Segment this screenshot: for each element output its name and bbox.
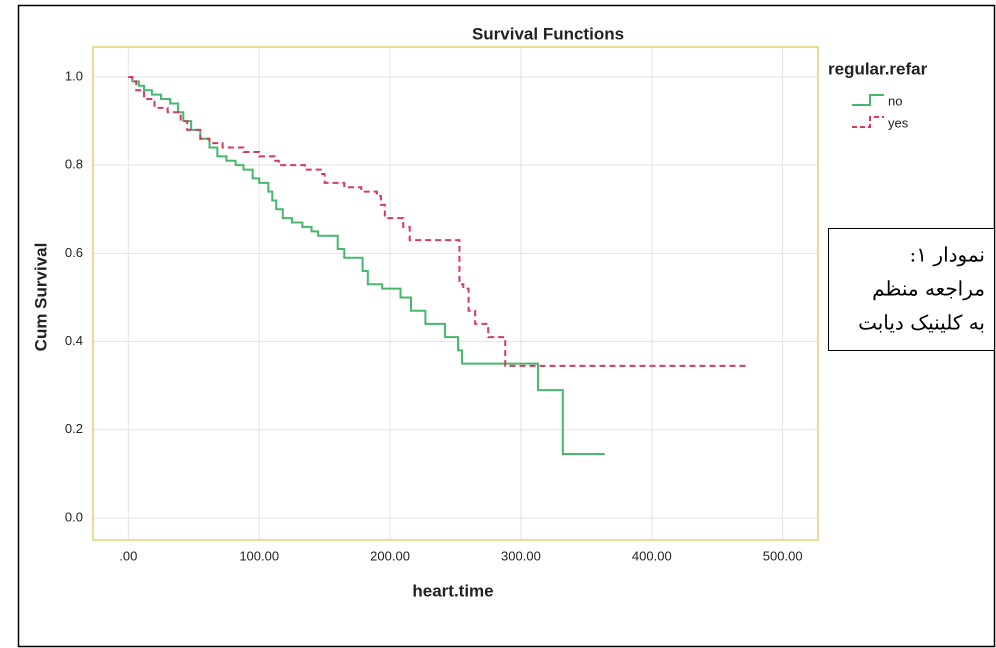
y-tick-label: 0.2 bbox=[65, 421, 83, 436]
legend-title: regular.refar bbox=[828, 59, 928, 78]
legend-swatch bbox=[852, 94, 884, 106]
x-tick-label: .00 bbox=[119, 548, 137, 563]
y-tick-label: 0.4 bbox=[65, 333, 83, 348]
annotation-box bbox=[828, 228, 995, 351]
x-tick-label: 200.00 bbox=[370, 548, 410, 563]
y-tick-label: 1.0 bbox=[65, 68, 83, 83]
survival-line bbox=[128, 75, 605, 456]
annotation: نمودار ۱: مراجعه منظم به کلینیک دیابت bbox=[858, 243, 985, 335]
chart-title: Survival Functions bbox=[472, 24, 624, 43]
survival-line bbox=[128, 75, 749, 367]
plot-frame bbox=[92, 46, 819, 541]
x-axis-label: heart.time bbox=[412, 581, 493, 600]
y-axis-label: Cum Survival bbox=[31, 243, 50, 352]
legend-label: no bbox=[888, 93, 902, 108]
y-tick-label: 0.6 bbox=[65, 245, 83, 260]
legend-label: yes bbox=[888, 115, 909, 130]
y-tick-label: 0.0 bbox=[65, 509, 83, 524]
annotation-line: نمودار ۱: bbox=[910, 243, 985, 267]
x-tick-label: 100.00 bbox=[239, 548, 279, 563]
x-tick-label: 300.00 bbox=[501, 548, 541, 563]
annotation-line: به کلینیک دیابت bbox=[858, 311, 985, 335]
legend-swatch bbox=[852, 116, 884, 128]
y-tick-label: 0.8 bbox=[65, 157, 83, 172]
x-tick-label: 400.00 bbox=[632, 548, 672, 563]
annotation-line: مراجعه منظم bbox=[872, 277, 985, 301]
x-tick-label: 500.00 bbox=[763, 548, 803, 563]
